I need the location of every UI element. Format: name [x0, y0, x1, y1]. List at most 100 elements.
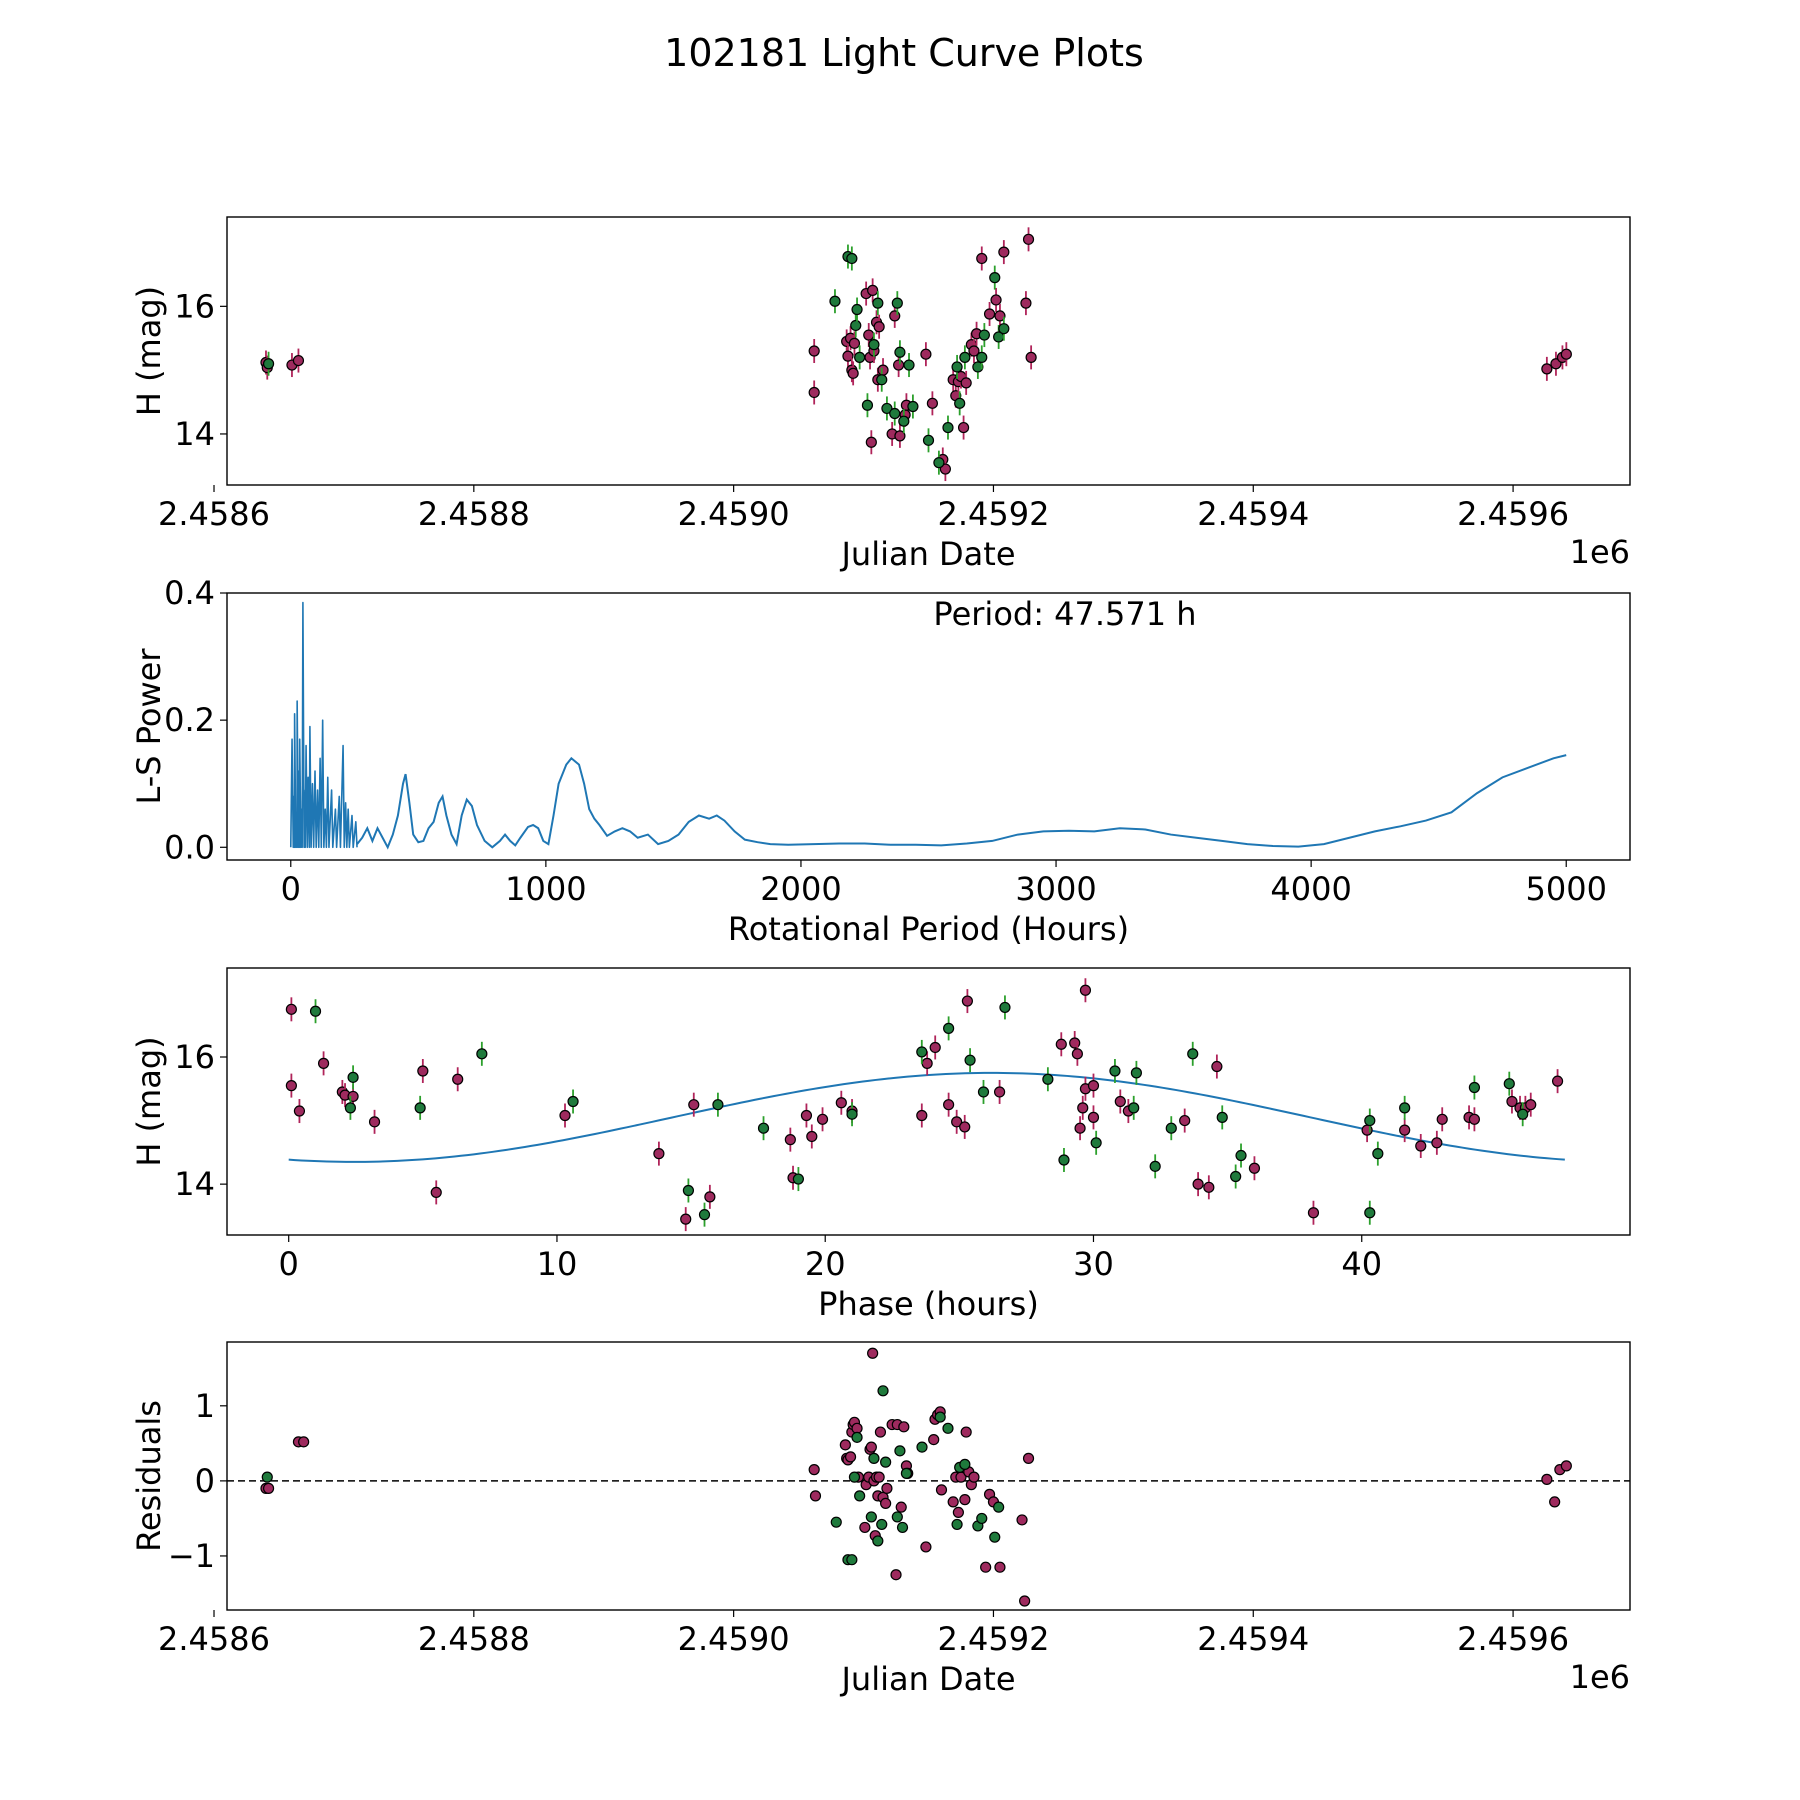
green-data-point: [900, 1467, 913, 1479]
green-data-point: [1364, 1207, 1376, 1219]
period-annotation: Period: 47.571 h: [933, 595, 1196, 633]
red-data-point: [998, 246, 1010, 258]
green-data-point: [1216, 1111, 1228, 1123]
x-offset-label: 1e6: [1570, 533, 1630, 571]
green-data-point: [876, 1518, 888, 1531]
green-data-point: [896, 1521, 909, 1534]
red-data-point: [952, 1506, 964, 1519]
red-data-point: [926, 397, 938, 409]
red-data-point: [881, 1482, 893, 1494]
x-tick-label: 2.4596: [1457, 1620, 1569, 1658]
green-data-point: [830, 1516, 842, 1528]
x-tick-label: 2.4590: [678, 1620, 790, 1658]
plot-area: [260, 227, 1572, 482]
green-data-point: [682, 1184, 695, 1197]
green-data-point: [951, 1518, 963, 1531]
red-data-point: [285, 1003, 297, 1015]
green-data-point: [1187, 1048, 1199, 1060]
red-data-point: [653, 1148, 665, 1160]
red-data-point: [863, 329, 875, 341]
red-data-point: [808, 386, 820, 399]
y-tick-label: 0.4: [164, 574, 215, 612]
red-data-point: [960, 1426, 972, 1438]
y-axis-label: H (mag): [130, 1036, 168, 1166]
green-data-point: [977, 1086, 990, 1098]
y-tick-label: 0.2: [164, 701, 215, 739]
red-data-point: [816, 1113, 829, 1125]
red-data-point: [895, 1501, 907, 1513]
x-axis-label: Julian Date: [839, 1660, 1015, 1698]
green-data-point: [347, 1071, 359, 1083]
green-data-point: [829, 295, 841, 307]
x-tick-label: 40: [1341, 1245, 1382, 1283]
red-data-point: [980, 1561, 992, 1573]
green-data-point: [993, 1501, 1005, 1513]
red-data-point: [1248, 1162, 1261, 1174]
red-data-point: [1431, 1137, 1443, 1149]
green-data-point: [872, 297, 884, 309]
green-data-point: [868, 339, 880, 351]
red-data-point: [1055, 1038, 1067, 1050]
green-data-point: [942, 1422, 954, 1434]
periodogram-spikes: [289, 601, 358, 849]
x-offset-label: 1e6: [1570, 1658, 1630, 1696]
red-data-point: [1020, 297, 1032, 309]
red-data-point: [1399, 1124, 1411, 1136]
axes-frame: [226, 592, 1631, 861]
green-data-point: [916, 1046, 928, 1058]
green-data-point: [891, 1511, 903, 1523]
plot-area: [285, 978, 1565, 1232]
red-data-point: [784, 1134, 796, 1146]
x-tick-label: 2.4594: [1197, 495, 1309, 533]
green-data-point: [951, 361, 963, 373]
red-data-point: [968, 345, 980, 357]
green-data-point: [894, 1445, 906, 1457]
red-data-point: [806, 1130, 818, 1143]
red-data-point: [317, 1057, 330, 1069]
red-data-point: [943, 1099, 955, 1111]
green-data-point: [903, 359, 915, 371]
axes-frame: [226, 967, 1631, 1236]
x-tick-label: 5000: [1526, 870, 1607, 908]
red-data-point: [867, 1347, 879, 1359]
green-data-point: [876, 374, 888, 386]
red-data-point: [704, 1191, 716, 1203]
red-data-point: [1192, 1178, 1204, 1190]
green-data-point: [880, 1456, 892, 1468]
x-tick-label: 2.4592: [937, 495, 1049, 533]
red-data-point: [1560, 348, 1572, 360]
red-data-point: [1077, 1102, 1089, 1114]
red-data-point: [800, 1109, 813, 1122]
red-data-point: [1436, 1113, 1448, 1125]
green-data-point: [972, 361, 984, 373]
red-data-point: [1541, 1473, 1553, 1485]
x-tick-label: 2.4590: [678, 495, 790, 533]
red-data-point: [559, 1109, 571, 1122]
x-tick-label: 0: [279, 1245, 299, 1283]
red-data-point: [292, 354, 305, 367]
y-tick-label: −1: [168, 1537, 215, 1575]
green-data-point: [989, 1531, 1001, 1543]
red-data-point: [928, 1433, 940, 1446]
green-data-point: [989, 272, 1001, 284]
figure-title: 102181 Light Curve Plots: [664, 31, 1144, 75]
green-data-point: [1503, 1078, 1515, 1090]
red-data-point: [894, 430, 906, 442]
y-tick-label: 1: [195, 1387, 215, 1425]
green-data-point: [851, 303, 863, 316]
red-data-point: [898, 1421, 910, 1433]
green-data-point: [1399, 1102, 1411, 1114]
red-data-point: [1415, 1140, 1427, 1152]
green-data-point: [999, 1001, 1011, 1014]
red-data-point: [808, 1464, 820, 1476]
periodogram-panel: 0 1000 2000 3000 4000 5000 0.0 0.2 0.4 Rotational…: [130, 574, 1631, 948]
red-data-point: [1468, 1113, 1481, 1125]
red-data-point: [1016, 1514, 1028, 1526]
red-data-point: [1560, 1460, 1572, 1472]
green-data-point: [757, 1122, 770, 1134]
axes-frame: [226, 1341, 1631, 1611]
green-data-point: [1090, 1137, 1102, 1149]
green-data-point: [854, 1490, 866, 1502]
red-data-point: [859, 1521, 871, 1534]
green-data-point: [344, 1102, 356, 1114]
